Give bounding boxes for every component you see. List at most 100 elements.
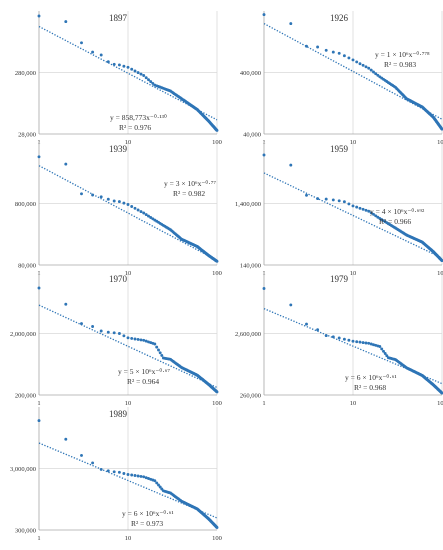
data-point — [215, 390, 219, 394]
data-point — [262, 287, 266, 290]
data-point — [324, 48, 328, 52]
data-point — [364, 341, 368, 345]
data-point — [305, 193, 308, 197]
data-point — [144, 213, 148, 217]
data-point — [122, 64, 126, 68]
data-point — [374, 72, 378, 76]
data-point — [126, 65, 130, 69]
trend-equation: y = 858,773x⁻⁰·¹³⁰ — [110, 113, 167, 122]
trend-equation: y = 6 × 10⁶x⁻⁰·⁶¹ — [345, 373, 397, 382]
data-point — [112, 199, 116, 203]
chart-panel-1989: 1 10 100 300,000 3,000,000 1989 y = 6 × 10⁶x⁻⁰… — [10, 407, 222, 542]
data-point — [289, 22, 293, 26]
trend-line — [38, 304, 218, 389]
data-point — [117, 200, 121, 204]
data-point — [440, 259, 443, 263]
data-point — [147, 78, 150, 82]
data-point — [378, 345, 382, 348]
data-point — [139, 474, 143, 478]
chart-title: 1897 — [109, 13, 128, 23]
y-tick-label: 3,000,000 — [10, 466, 36, 473]
data-point — [80, 192, 83, 196]
data-point — [147, 477, 150, 480]
data-point — [367, 66, 371, 70]
r-squared-label: R² = 0.966 — [379, 217, 411, 226]
data-point — [324, 334, 328, 338]
trend-line — [263, 172, 443, 259]
data-point — [37, 286, 41, 290]
x-tick-label: 10 — [125, 535, 132, 542]
data-point — [157, 483, 160, 487]
y-tick-label: 2,600,000 — [235, 331, 261, 338]
data-point — [64, 302, 68, 306]
chart-title: 1979 — [330, 274, 349, 284]
data-point — [440, 391, 443, 395]
data-point — [142, 338, 146, 342]
data-point — [358, 340, 362, 344]
data-point — [136, 208, 140, 212]
data-point — [361, 207, 365, 211]
data-point — [351, 204, 355, 208]
data-point — [342, 200, 346, 204]
data-point — [331, 198, 335, 202]
data-point — [99, 467, 103, 471]
data-point — [331, 335, 335, 339]
data-point — [155, 345, 159, 349]
r-squared-label: R² = 0.983 — [384, 60, 416, 69]
data-point — [122, 334, 126, 338]
data-point — [126, 473, 130, 476]
trend-line — [38, 165, 218, 261]
r-squared-label: R² = 0.976 — [119, 123, 151, 132]
data-point — [112, 331, 116, 335]
data-point — [367, 209, 371, 213]
data-point — [440, 127, 443, 131]
data-point — [112, 470, 116, 474]
r-squared-label: R² = 0.968 — [354, 383, 386, 392]
data-point — [91, 193, 95, 197]
y-tick-label: 28,000 — [18, 132, 36, 139]
data-point — [64, 437, 68, 441]
trend-equation: y = 1 × 10⁶x⁻⁰·⁷⁷⁸ — [375, 50, 430, 59]
data-point — [64, 20, 68, 24]
data-point — [117, 470, 121, 474]
chart-title: 1989 — [109, 409, 128, 419]
data-point — [316, 197, 320, 201]
data-point — [136, 71, 140, 75]
x-tick-label: 10 — [125, 400, 132, 407]
data-point — [91, 461, 95, 465]
data-point — [130, 473, 134, 477]
data-point — [342, 54, 346, 58]
data-point — [142, 74, 146, 77]
data-point — [37, 155, 41, 159]
y-tick-label: 2,000,000 — [10, 331, 36, 338]
data-point — [80, 453, 83, 457]
trend-line — [263, 308, 443, 385]
data-point — [99, 53, 103, 57]
data-point — [136, 474, 140, 478]
data-point — [383, 352, 387, 355]
data-point — [80, 41, 83, 45]
data-point — [324, 197, 328, 201]
data-point — [215, 526, 219, 529]
data-point — [153, 479, 157, 483]
data-point — [355, 340, 359, 344]
data-point — [155, 481, 159, 485]
chart-title: 1939 — [109, 144, 128, 154]
data-point — [331, 50, 335, 54]
x-tick-label: 100 — [212, 535, 222, 542]
data-point — [122, 472, 126, 475]
data-point — [151, 81, 155, 85]
data-point — [130, 67, 134, 71]
data-point — [142, 475, 146, 479]
data-point — [147, 214, 150, 218]
data-point — [337, 51, 341, 55]
data-point — [347, 202, 351, 206]
data-point — [122, 201, 126, 205]
x-tick-label: 1 — [37, 400, 40, 407]
data-point — [158, 485, 162, 489]
data-point — [106, 197, 110, 201]
data-point — [358, 62, 362, 66]
trend-equation: y = 4 × 10⁶x⁻⁰·⁶⁹² — [370, 207, 425, 216]
